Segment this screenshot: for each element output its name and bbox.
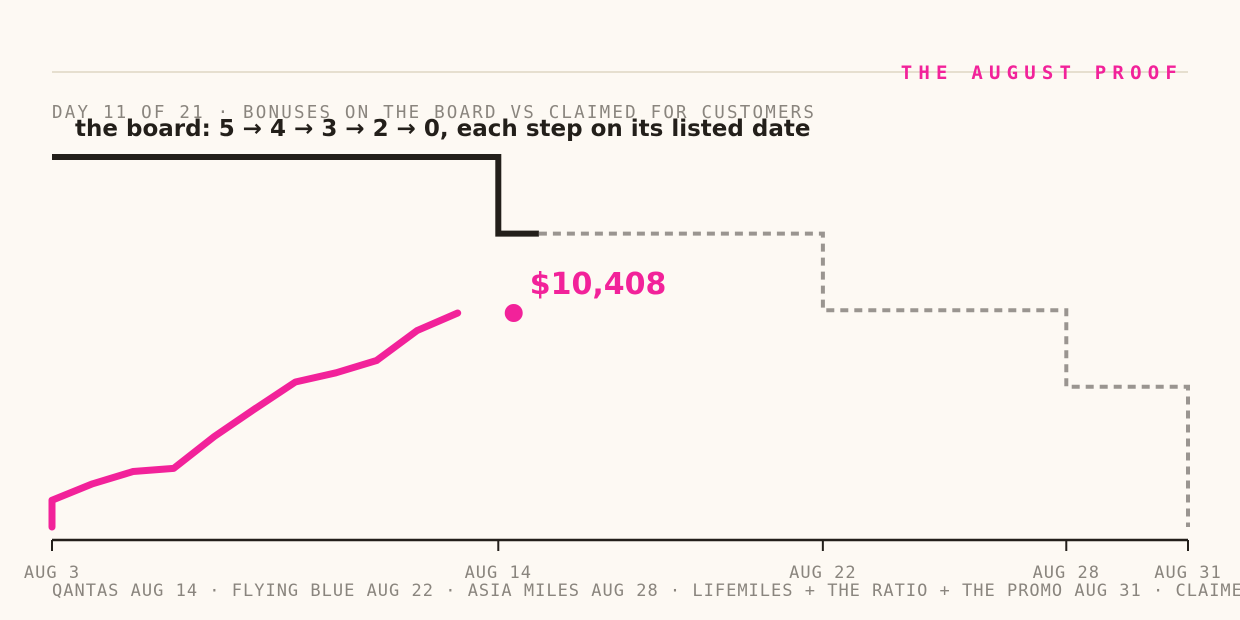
claimed-value-label: $10,408 xyxy=(530,267,667,302)
x-tick-label: AUG 31 xyxy=(1154,563,1221,583)
chart-footer: QANTAS AUG 14 · FLYING BLUE AUG 22 · ASI… xyxy=(52,581,1240,601)
x-axis-ticks: AUG 3 AUG 14 AUG 22 AUG 28 AUG 31 xyxy=(24,540,1221,583)
claimed-endpoint xyxy=(504,304,523,322)
page-title: THE AUGUST PROOF xyxy=(901,62,1183,84)
board-actual-line xyxy=(52,154,539,237)
x-tick-label: AUG 3 xyxy=(24,563,80,583)
x-tick-label: AUG 28 xyxy=(1033,563,1100,583)
x-tick-label: AUG 14 xyxy=(465,563,532,583)
x-tick-label: AUG 22 xyxy=(789,563,856,583)
board-annotation: the board: 5 → 4 → 3 → 2 → 0, each step … xyxy=(75,116,810,142)
board-projected-line xyxy=(538,231,1190,527)
page-subtitle: DAY 11 OF 21 · BONUSES ON THE BOARD VS C… xyxy=(52,103,816,123)
plot-area: $10,408 xyxy=(48,154,1190,531)
claimed-line xyxy=(48,309,462,531)
